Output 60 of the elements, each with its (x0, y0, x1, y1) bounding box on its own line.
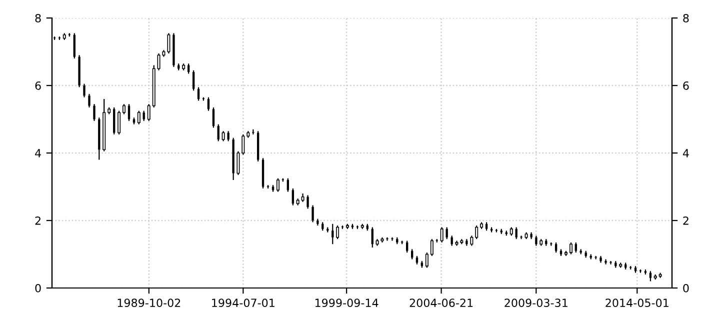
candlestick (446, 226, 448, 240)
candlestick (222, 130, 225, 142)
candlestick (312, 204, 314, 223)
candlestick (142, 110, 145, 122)
x-tick-label: 2009-03-31 (504, 298, 568, 308)
candlestick (336, 225, 340, 240)
candlestick (470, 235, 474, 246)
y2-tick-label: 8 (683, 14, 689, 22)
candlestick (197, 86, 200, 102)
candlestick (137, 110, 140, 125)
candlestick (122, 104, 126, 115)
y-tick-label: 4 (35, 149, 41, 158)
candlestick (113, 106, 116, 135)
x-tick-label: 1994-07-01 (212, 298, 274, 308)
candlestick (406, 240, 408, 254)
candlestick (207, 96, 210, 112)
candlestick (570, 242, 573, 255)
candlestick (292, 188, 294, 206)
y2-tick-label: 0 (683, 284, 689, 292)
y2-tick-label: 6 (683, 81, 689, 90)
candlestick (574, 242, 577, 254)
y-tick-label: 0 (35, 284, 41, 292)
x-tick-label: 1999-09-14 (315, 298, 378, 308)
candlestick (554, 242, 558, 254)
candlestick (649, 270, 652, 282)
x-tick-label: 2014-05-01 (606, 298, 668, 308)
candlestick (147, 104, 150, 122)
candlestick (128, 104, 130, 122)
candlestick (212, 106, 215, 128)
candlestick (73, 32, 76, 60)
candlestick (425, 252, 428, 268)
candlestick (276, 178, 280, 192)
candlestick (236, 150, 240, 176)
candlestick (93, 104, 96, 122)
candlestick (520, 235, 522, 240)
candlestick (242, 134, 245, 156)
y-tick-label: 8 (35, 14, 41, 22)
candlestick (515, 226, 518, 240)
y2-tick-label: 2 (683, 216, 688, 225)
candlestick (167, 32, 170, 54)
y-tick-label: 6 (35, 81, 41, 90)
candlestick (286, 178, 290, 192)
candlestick (192, 70, 195, 92)
candlestick (475, 225, 478, 240)
candlestick (217, 124, 220, 142)
candlestick (371, 226, 374, 248)
candlestick (440, 226, 444, 243)
y2-tick-label: 4 (682, 149, 689, 158)
candlestick (306, 194, 309, 210)
candlestick (604, 258, 607, 265)
candlestick (83, 83, 86, 98)
candlestick (88, 93, 90, 108)
x-tick-label: 1989-10-02 (118, 298, 180, 308)
candlestick (430, 238, 434, 256)
x-tick-label: 2004-06-21 (410, 298, 473, 308)
candlestick (118, 110, 121, 135)
candlestick (535, 235, 538, 246)
candlestick (227, 130, 230, 142)
y-tick-label: 2 (35, 216, 40, 225)
candlestick (332, 223, 334, 245)
